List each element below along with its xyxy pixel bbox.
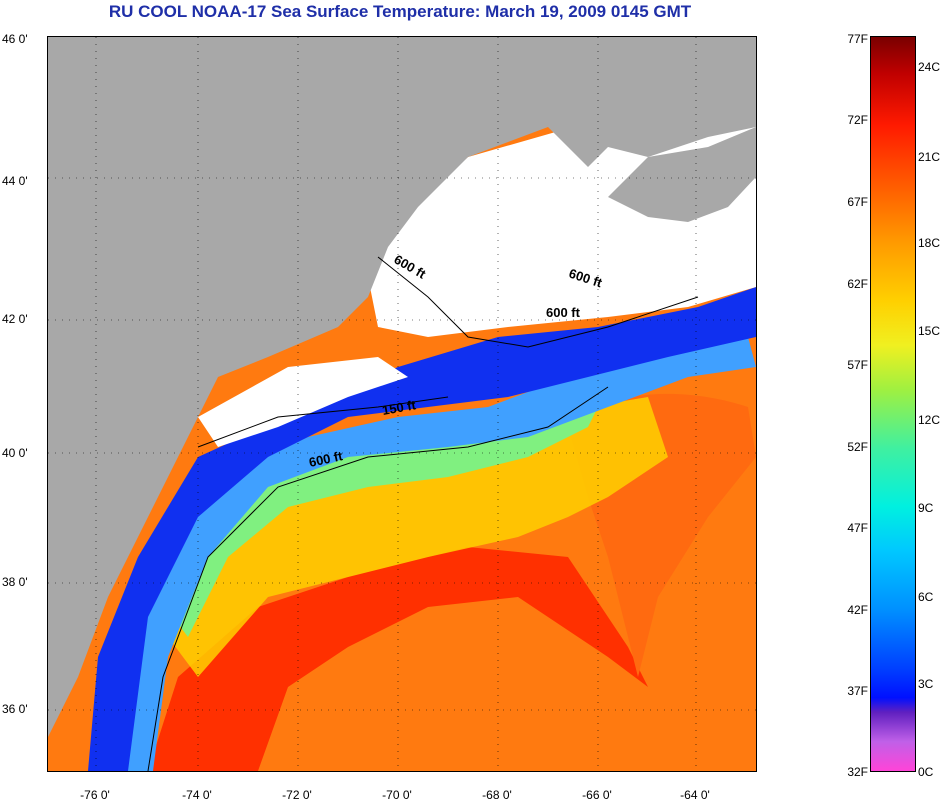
colorbar-fahrenheit-label: 67F [847, 195, 868, 209]
lat-label: 40 0' [2, 446, 28, 460]
cloud-patch [198, 357, 408, 447]
color-scale-bar [870, 36, 916, 772]
mid-shelf-water [158, 387, 608, 637]
contour-label: 150 ft [381, 397, 418, 418]
lon-label: -64 0' [680, 788, 710, 802]
colorbar-fahrenheit-label: 32F [847, 765, 868, 779]
lon-label: -74 0' [182, 788, 212, 802]
colorbar-fahrenheit-label: 62F [847, 277, 868, 291]
sst-map-image: 600 ft 600 ft 600 ft 150 ft 600 ft [48, 37, 756, 771]
contour-600ft-north [377, 256, 699, 348]
colorbar-fahrenheit-label: 72F [847, 113, 868, 127]
colorbar-fahrenheit-label: 42F [847, 603, 868, 617]
gulf-stream [148, 547, 648, 771]
contour-600ft-south [147, 386, 609, 771]
lon-label: -66 0' [582, 788, 612, 802]
colorbar-celsius-label: 9C [918, 501, 934, 515]
colorbar-fahrenheit-label: 47F [847, 521, 868, 535]
colorbar-fahrenheit-label: 77F [847, 32, 868, 46]
lon-label: -68 0' [482, 788, 512, 802]
lat-label: 36 0' [2, 702, 28, 716]
contour-150ft [197, 396, 449, 448]
colorbar-celsius-label: 15C [918, 324, 941, 338]
cool-shelf-water [108, 337, 756, 771]
colorbar-celsius-label: 6C [918, 590, 934, 604]
lon-label: -70 0' [382, 788, 412, 802]
lat-label: 38 0' [2, 575, 28, 589]
slope-water [168, 397, 668, 677]
colorbar-fahrenheit-label: 37F [847, 684, 868, 698]
land-mainland [48, 37, 756, 737]
lat-label: 44 0' [2, 174, 28, 188]
lon-label: -72 0' [282, 788, 312, 802]
cold-shelf-water [88, 287, 756, 771]
contour-label: 600 ft [546, 305, 581, 320]
colorbar-celsius-label: 18C [918, 236, 941, 250]
lon-label: -76 0' [80, 788, 110, 802]
lat-label: 42 0' [2, 312, 28, 326]
colorbar-celsius-label: 21C [918, 150, 941, 164]
lat-label: 46 0' [2, 32, 28, 46]
map-title: RU COOL NOAA-17 Sea Surface Temperature:… [108, 2, 692, 21]
land-nova-scotia [608, 127, 756, 222]
colorbar-fahrenheit-label: 57F [847, 358, 868, 372]
colorbar-fahrenheit-label: 52F [847, 440, 868, 454]
colorbar-celsius-label: 24C [918, 60, 941, 74]
contour-label: 600 ft [308, 448, 345, 470]
colorbar-celsius-label: 0C [918, 765, 934, 779]
colorbar-celsius-label: 3C [918, 677, 934, 691]
colorbar-celsius-label: 12C [918, 413, 941, 427]
sst-map: 600 ft 600 ft 600 ft 150 ft 600 ft [47, 36, 757, 772]
